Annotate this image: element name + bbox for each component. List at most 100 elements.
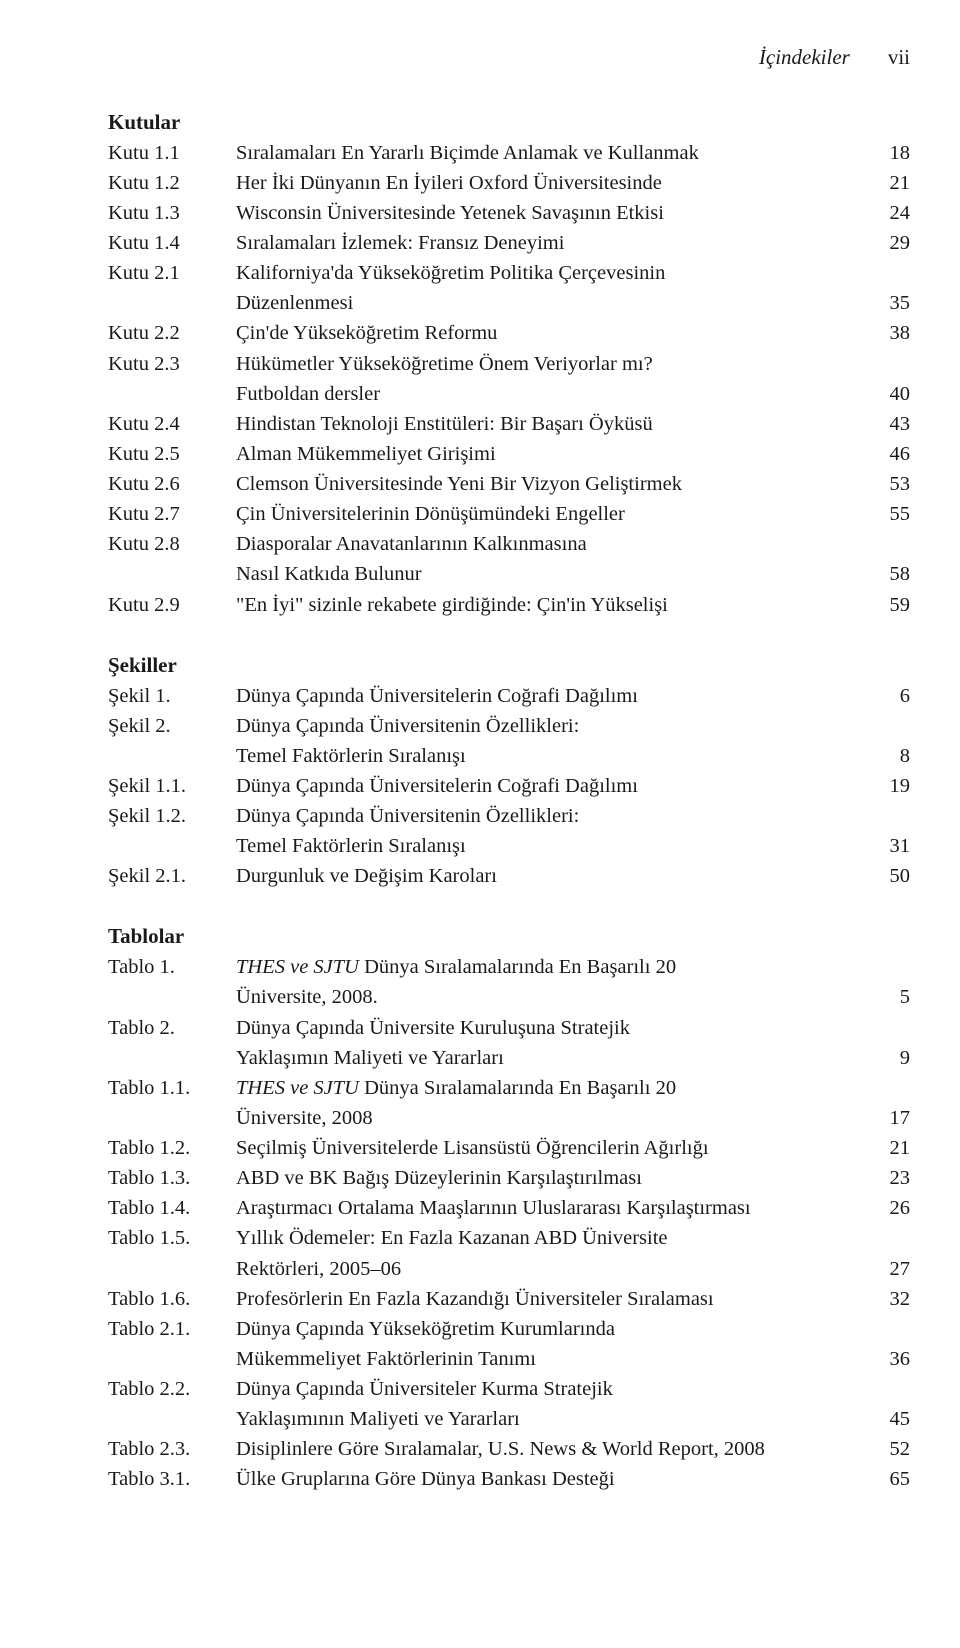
toc-entry-label: Kutu 1.2 (108, 168, 236, 198)
toc-entry: Şekil 2.Dünya Çapında Üniversitenin Özel… (108, 711, 910, 771)
toc-entry-line: Üniversite, 2008.5 (236, 982, 910, 1012)
toc-entry-line: Nasıl Katkıda Bulunur58 (236, 559, 910, 589)
toc-entry-text: Dünya Çapında Üniversitenin Özellikleri: (236, 801, 878, 831)
toc-entry: Şekil 1.2.Dünya Çapında Üniversitenin Öz… (108, 801, 910, 861)
toc-entry-page: 23 (878, 1163, 910, 1193)
toc-entry-line: Temel Faktörlerin Sıralanışı8 (236, 741, 910, 771)
toc-entry-text: Kaliforniya'da Yükseköğretim Politika Çe… (236, 258, 878, 288)
toc-entry-text: Dünya Çapında Yükseköğretim Kurumlarında (236, 1314, 878, 1344)
toc-entry: Şekil 1.Dünya Çapında Üniversitelerin Co… (108, 681, 910, 711)
toc-entry-text: Dünya Çapında Üniversitelerin Coğrafi Da… (236, 681, 878, 711)
toc-entry-body: Her İki Dünyanın En İyileri Oxford Ünive… (236, 168, 910, 198)
toc-entry-body: Ülke Gruplarına Göre Dünya Bankası Deste… (236, 1464, 910, 1494)
toc-entry-page: 21 (878, 1133, 910, 1163)
toc-entry-text: Diasporalar Anavatanlarının Kalkınmasına (236, 529, 878, 559)
toc-entry-page: 50 (878, 861, 910, 891)
toc-entry-page: 58 (878, 559, 910, 589)
toc-entry-label: Tablo 2.1. (108, 1314, 236, 1344)
toc-entry-line: THES ve SJTU Dünya Sıralamalarında En Ba… (236, 952, 910, 982)
toc-entry-body: "En İyi" sizinle rekabete girdiğinde: Çi… (236, 590, 910, 620)
section-kutular: Kutular Kutu 1.1Sıralamaları En Yararlı … (108, 107, 910, 620)
toc-entry-text: Wisconsin Üniversitesinde Yetenek Savaşı… (236, 198, 878, 228)
toc-entry-page: 46 (878, 439, 910, 469)
toc-entry-page: 29 (878, 228, 910, 258)
toc-entry-page: 32 (878, 1284, 910, 1314)
toc-entry-line: Ülke Gruplarına Göre Dünya Bankası Deste… (236, 1464, 910, 1494)
toc-entry-text: Dünya Çapında Üniversite Kuruluşuna Stra… (236, 1013, 878, 1043)
toc-entry: Kutu 2.7Çin Üniversitelerinin Dönüşümünd… (108, 499, 910, 529)
toc-entry: Şekil 1.1.Dünya Çapında Üniversitelerin … (108, 771, 910, 801)
toc-entry-page: 27 (878, 1254, 910, 1284)
toc-entry-label: Kutu 2.6 (108, 469, 236, 499)
toc-entry-page: 9 (878, 1043, 910, 1073)
toc-entry-line: Sıralamaları En Yararlı Biçimde Anlamak … (236, 138, 910, 168)
toc-entry: Tablo 2.Dünya Çapında Üniversite Kuruluş… (108, 1013, 910, 1073)
toc-entry-body: Wisconsin Üniversitesinde Yetenek Savaşı… (236, 198, 910, 228)
toc-entry: Tablo 1.5.Yıllık Ödemeler: En Fazla Kaza… (108, 1223, 910, 1283)
toc-entry-body: Disiplinlere Göre Sıralamalar, U.S. News… (236, 1434, 910, 1464)
toc-entry-text: Profesörlerin En Fazla Kazandığı Ünivers… (236, 1284, 878, 1314)
toc-entry-line: Rektörleri, 2005–0627 (236, 1254, 910, 1284)
toc-entry-text: Sıralamaları İzlemek: Fransız Deneyimi (236, 228, 878, 258)
toc-entry-page: 6 (878, 681, 910, 711)
toc-entry-body: Alman Mükemmeliyet Girişimi46 (236, 439, 910, 469)
toc-entry-text: Seçilmiş Üniversitelerde Lisansüstü Öğre… (236, 1133, 878, 1163)
toc-entry-label: Kutu 1.4 (108, 228, 236, 258)
toc-entry-body: Araştırmacı Ortalama Maaşlarının Uluslar… (236, 1193, 910, 1223)
toc-entry-body: Sıralamaları İzlemek: Fransız Deneyimi29 (236, 228, 910, 258)
toc-entry-text: Hindistan Teknoloji Enstitüleri: Bir Baş… (236, 409, 878, 439)
entries-tablolar: Tablo 1.THES ve SJTU Dünya Sıralamaların… (108, 952, 910, 1494)
toc-entry-text: Yaklaşımın Maliyeti ve Yararları (236, 1043, 878, 1073)
toc-entry-label: Tablo 1.1. (108, 1073, 236, 1103)
toc-entry: Kutu 1.2Her İki Dünyanın En İyileri Oxfo… (108, 168, 910, 198)
toc-entry-label: Kutu 2.4 (108, 409, 236, 439)
toc-entry: Tablo 3.1.Ülke Gruplarına Göre Dünya Ban… (108, 1464, 910, 1494)
toc-entry-label: Kutu 1.1 (108, 138, 236, 168)
toc-entry-label: Tablo 2.2. (108, 1374, 236, 1404)
toc-entry-label: Tablo 3.1. (108, 1464, 236, 1494)
toc-entry-line: Üniversite, 200817 (236, 1103, 910, 1133)
toc-entry-body: Dünya Çapında Üniversiteler Kurma Strate… (236, 1374, 910, 1434)
toc-entry-body: Diasporalar Anavatanlarının Kalkınmasına… (236, 529, 910, 589)
toc-entry: Tablo 2.2.Dünya Çapında Üniversiteler Ku… (108, 1374, 910, 1434)
toc-entry-label: Kutu 2.8 (108, 529, 236, 559)
running-header: İçindekiler vii (108, 42, 910, 73)
toc-entry-line: Alman Mükemmeliyet Girişimi46 (236, 439, 910, 469)
toc-entry-line: Futboldan dersler40 (236, 379, 910, 409)
toc-entry-line: Düzenlenmesi35 (236, 288, 910, 318)
toc-entry-page: 52 (878, 1434, 910, 1464)
toc-entry: Kutu 2.1Kaliforniya'da Yükseköğretim Pol… (108, 258, 910, 318)
toc-entry: Tablo 1.1.THES ve SJTU Dünya Sıralamalar… (108, 1073, 910, 1133)
toc-entry-text: Dünya Çapında Üniversiteler Kurma Strate… (236, 1374, 878, 1404)
toc-entry: Tablo 2.1.Dünya Çapında Yükseköğretim Ku… (108, 1314, 910, 1374)
toc-entry-label: Tablo 1. (108, 952, 236, 982)
toc-entry: Kutu 2.4Hindistan Teknoloji Enstitüleri:… (108, 409, 910, 439)
toc-entry-line: THES ve SJTU Dünya Sıralamalarında En Ba… (236, 1073, 910, 1103)
toc-entry-label: Tablo 2.3. (108, 1434, 236, 1464)
toc-entry-page: 8 (878, 741, 910, 771)
toc-entry-text: Disiplinlere Göre Sıralamalar, U.S. News… (236, 1434, 878, 1464)
entries-sekiller: Şekil 1.Dünya Çapında Üniversitelerin Co… (108, 681, 910, 892)
toc-entry: Kutu 2.9"En İyi" sizinle rekabete girdiğ… (108, 590, 910, 620)
toc-entry-text: Nasıl Katkıda Bulunur (236, 559, 878, 589)
toc-entry-text: Clemson Üniversitesinde Yeni Bir Vizyon … (236, 469, 878, 499)
toc-entry: Tablo 2.3.Disiplinlere Göre Sıralamalar,… (108, 1434, 910, 1464)
toc-entry-line: Seçilmiş Üniversitelerde Lisansüstü Öğre… (236, 1133, 910, 1163)
toc-entry-label: Tablo 1.4. (108, 1193, 236, 1223)
toc-entry-body: Profesörlerin En Fazla Kazandığı Ünivers… (236, 1284, 910, 1314)
toc-entry: Kutu 2.6Clemson Üniversitesinde Yeni Bir… (108, 469, 910, 499)
toc-entry-line: Temel Faktörlerin Sıralanışı31 (236, 831, 910, 861)
toc-entry-label: Şekil 2.1. (108, 861, 236, 891)
toc-entry-text: Her İki Dünyanın En İyileri Oxford Ünive… (236, 168, 878, 198)
toc-entry-body: Kaliforniya'da Yükseköğretim Politika Çe… (236, 258, 910, 318)
toc-entry-body: Yıllık Ödemeler: En Fazla Kazanan ABD Ün… (236, 1223, 910, 1283)
toc-entry: Tablo 1.THES ve SJTU Dünya Sıralamaların… (108, 952, 910, 1012)
toc-entry-label: Tablo 1.2. (108, 1133, 236, 1163)
toc-entry: Kutu 2.3Hükümetler Yükseköğretime Önem V… (108, 349, 910, 409)
toc-entry-body: Dünya Çapında Üniversitelerin Coğrafi Da… (236, 681, 910, 711)
toc-entry-label: Tablo 1.5. (108, 1223, 236, 1253)
toc-entry-body: Çin'de Yükseköğretim Reformu38 (236, 318, 910, 348)
section-heading-tablolar: Tablolar (108, 921, 910, 952)
toc-entry-body: THES ve SJTU Dünya Sıralamalarında En Ba… (236, 952, 910, 1012)
toc-entry-text: Temel Faktörlerin Sıralanışı (236, 741, 878, 771)
